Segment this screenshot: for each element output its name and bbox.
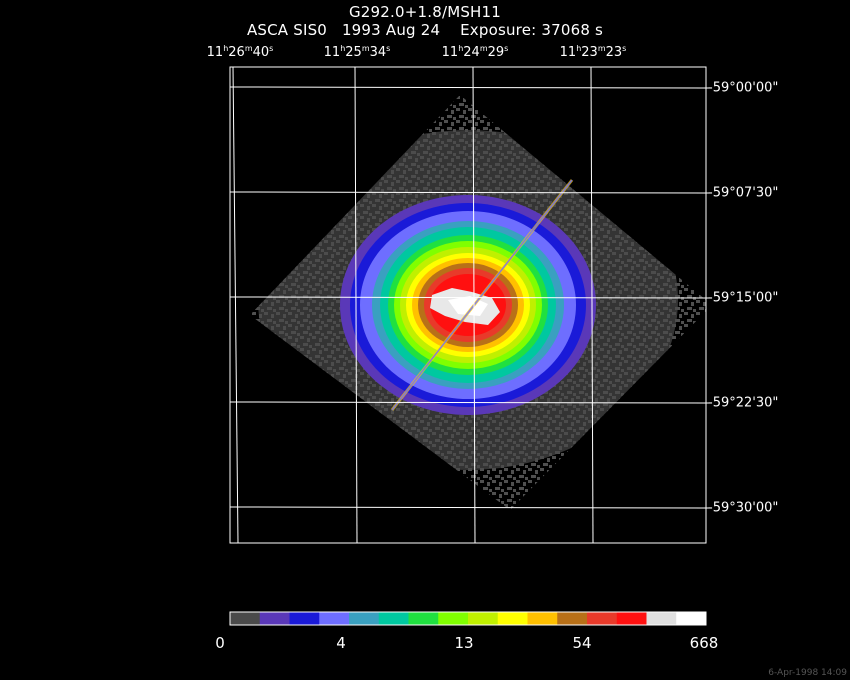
colorbar-label: 0 [215,634,225,652]
dec-tick-label: -59°30'00" [708,500,779,516]
observation-subtitle: ASCA SIS0 1993 Aug 24 Exposure: 37068 s [246,21,604,39]
colorbar-segment [587,612,618,625]
dec-tick-label: -59°00'00" [708,80,779,96]
colorbar-segment [557,612,588,625]
dec-ticks [706,87,712,509]
colorbar-segment [438,612,469,625]
colorbar-label: 668 [689,634,719,652]
image-frame [229,66,707,544]
colorbar-segment [378,612,409,625]
colorbar-segment [497,612,528,625]
colorbar-segment [230,612,261,625]
ra-tick-label: 11h24m29s [441,44,509,61]
dec-tick-label: -59°07'30" [708,185,779,201]
colorbar-label: 13 [454,634,474,652]
colorbar-segment [616,612,647,625]
image-frame-contents [230,67,706,543]
colorbar-segment [676,612,707,625]
colorbar-segment [468,612,499,625]
colorbar-segment [527,612,558,625]
colorbar-segment [349,612,380,625]
ra-tick-label: 11h26m40s [206,44,274,61]
timestamp-footer: 6-Apr-1998 14:09 [768,668,847,678]
ra-tick-label: 11h25m34s [323,44,391,61]
colorbar-segment [259,612,290,625]
colorbar-segment [319,612,350,625]
dec-tick-label: -59°22'30" [708,395,779,411]
colorbar-segment [646,612,677,625]
dec-tick-label: -59°15'00" [708,290,779,306]
colorbar-border [229,611,707,626]
colorbar-label: 4 [336,634,346,652]
coordinate-grid [230,67,706,543]
colorbar-label: 54 [572,634,592,652]
ra-tick-label: 11h23m23s [559,44,627,61]
colorbar-segment [408,612,439,625]
object-title: G292.0+1.8/MSH11 [348,3,502,21]
colorbar [229,611,707,626]
colorbar-segment [289,612,320,625]
